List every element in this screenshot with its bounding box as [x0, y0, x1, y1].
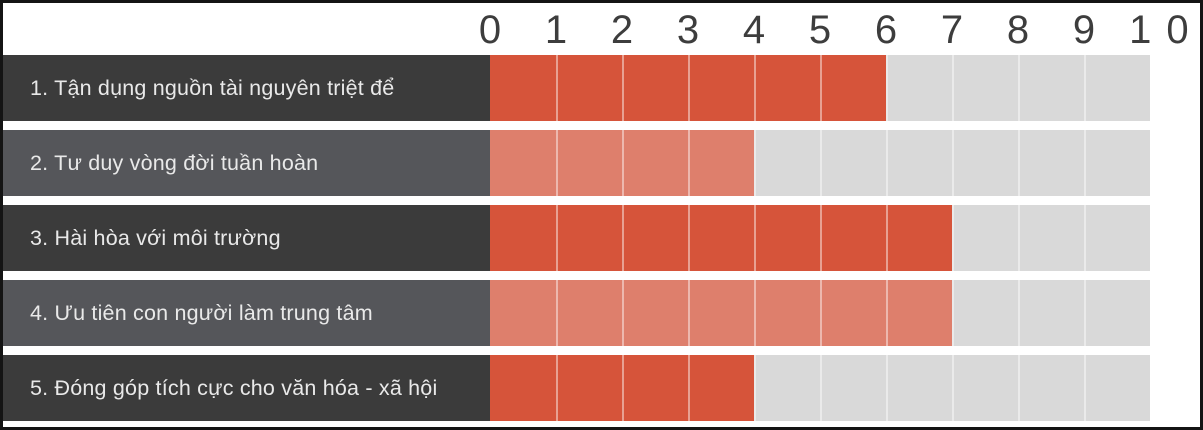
bar-row: 4. Ưu tiên con người làm trung tâm: [3, 280, 1200, 346]
bar-track: [490, 280, 1150, 346]
x-axis: 0 1 2 3 4 5 6 7 8 9 10: [479, 3, 1189, 53]
bar-fill-cell: [556, 280, 622, 346]
bar-fill-cell: [820, 55, 886, 121]
bar-fill-cell: [490, 205, 556, 271]
axis-tick: 9: [1072, 8, 1096, 52]
axis-tick: 7: [940, 8, 964, 52]
axis-tick: 6: [874, 8, 898, 52]
bar-row: 5. Đóng góp tích cực cho văn hóa - xã hộ…: [3, 355, 1200, 421]
bar-track: [490, 355, 1150, 421]
bar-fill-cell: [820, 205, 886, 271]
bar-empty-cell: [1018, 280, 1084, 346]
bar-empty-cell: [820, 355, 886, 421]
bar-row: 3. Hài hòa với môi trường: [3, 205, 1200, 271]
bar-empty-cell: [952, 205, 1018, 271]
bar-fill-cell: [622, 130, 688, 196]
axis-tick: 3: [676, 8, 700, 52]
bar-empty-cell: [952, 130, 1018, 196]
bar-empty-cell: [1018, 55, 1084, 121]
bar-fill-cell: [622, 280, 688, 346]
bar-empty-cell: [1018, 130, 1084, 196]
bar-fill-cell: [622, 355, 688, 421]
row-label: 5. Đóng góp tích cực cho văn hóa - xã hộ…: [3, 355, 490, 421]
bar-empty-cell: [820, 130, 886, 196]
axis-tick: 10: [1129, 8, 1203, 52]
axis-tick: 5: [808, 8, 832, 52]
bar-empty-cell: [1084, 55, 1150, 121]
bar-fill-cell: [688, 280, 754, 346]
bar-fill-cell: [688, 205, 754, 271]
bar-fill-cell: [754, 55, 820, 121]
bar-empty-cell: [952, 280, 1018, 346]
bar-fill-cell: [490, 355, 556, 421]
bar-fill-cell: [754, 280, 820, 346]
axis-tick: 8: [1006, 8, 1030, 52]
bar-fill-cell: [688, 355, 754, 421]
bar-fill-cell: [886, 205, 952, 271]
bar-fill-cell: [556, 55, 622, 121]
bar-empty-cell: [1018, 205, 1084, 271]
axis-tick: 0: [478, 8, 502, 52]
bar-fill-cell: [556, 205, 622, 271]
bar-empty-cell: [886, 355, 952, 421]
bar-empty-cell: [886, 130, 952, 196]
bar-fill-cell: [688, 130, 754, 196]
bar-fill-cell: [688, 55, 754, 121]
axis-tick: 2: [610, 8, 634, 52]
row-label: 3. Hài hòa với môi trường: [3, 205, 490, 271]
bar-empty-cell: [1084, 280, 1150, 346]
bar-empty-cell: [1018, 355, 1084, 421]
bar-empty-cell: [754, 355, 820, 421]
bar-fill-cell: [754, 205, 820, 271]
bar-fill-cell: [490, 55, 556, 121]
bar-empty-cell: [1084, 205, 1150, 271]
row-label: 1. Tận dụng nguồn tài nguyên triệt để: [3, 55, 490, 121]
axis-tick: 4: [742, 8, 766, 52]
bar-row: 2. Tư duy vòng đời tuần hoàn: [3, 130, 1200, 196]
bar-empty-cell: [952, 355, 1018, 421]
bar-empty-cell: [1084, 355, 1150, 421]
bar-empty-cell: [886, 55, 952, 121]
bar-track: [490, 130, 1150, 196]
bar-rows: 1. Tận dụng nguồn tài nguyên triệt để 2. …: [3, 53, 1200, 421]
row-label: 2. Tư duy vòng đời tuần hoàn: [3, 130, 490, 196]
bar-fill-cell: [622, 205, 688, 271]
bar-fill-cell: [622, 55, 688, 121]
bar-fill-cell: [490, 130, 556, 196]
bar-fill-cell: [556, 130, 622, 196]
axis-tick: 1: [544, 8, 568, 52]
bar-track: [490, 205, 1150, 271]
bar-fill-cell: [490, 280, 556, 346]
bar-track: [490, 55, 1150, 121]
bar-row: 1. Tận dụng nguồn tài nguyên triệt để: [3, 55, 1200, 121]
row-label: 4. Ưu tiên con người làm trung tâm: [3, 280, 490, 346]
bar-empty-cell: [1084, 130, 1150, 196]
bar-empty-cell: [952, 55, 1018, 121]
bar-empty-cell: [754, 130, 820, 196]
bar-fill-cell: [556, 355, 622, 421]
bar-fill-cell: [820, 280, 886, 346]
bar-fill-cell: [886, 280, 952, 346]
